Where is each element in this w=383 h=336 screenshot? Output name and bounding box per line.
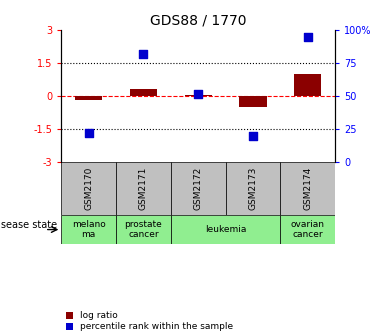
- Bar: [61, 162, 116, 215]
- Text: GSM2171: GSM2171: [139, 167, 148, 210]
- Point: [195, 91, 201, 96]
- Title: GDS88 / 1770: GDS88 / 1770: [150, 14, 246, 28]
- Text: leukemia: leukemia: [205, 225, 246, 234]
- Point: [305, 34, 311, 40]
- Text: melano
ma: melano ma: [72, 220, 106, 239]
- Bar: [294, 74, 321, 96]
- Point: [141, 51, 147, 57]
- Text: ovarian
cancer: ovarian cancer: [291, 220, 325, 239]
- Bar: [130, 89, 157, 96]
- Bar: [185, 95, 212, 96]
- Text: disease state: disease state: [0, 219, 57, 229]
- Text: GSM2170: GSM2170: [84, 167, 93, 210]
- Bar: [116, 215, 171, 244]
- Point: [86, 130, 92, 136]
- Bar: [280, 162, 335, 215]
- Text: GSM2174: GSM2174: [303, 167, 312, 210]
- Text: prostate
cancer: prostate cancer: [124, 220, 162, 239]
- Point: [250, 133, 256, 138]
- Bar: [75, 96, 102, 99]
- Legend: log ratio, percentile rank within the sample: log ratio, percentile rank within the sa…: [66, 311, 233, 332]
- Bar: [116, 162, 171, 215]
- Bar: [171, 162, 226, 215]
- Bar: [280, 215, 335, 244]
- Text: GSM2172: GSM2172: [194, 167, 203, 210]
- Text: GSM2173: GSM2173: [249, 167, 257, 210]
- Bar: [61, 215, 116, 244]
- Bar: [239, 96, 267, 107]
- Bar: [171, 215, 280, 244]
- Bar: [226, 162, 280, 215]
